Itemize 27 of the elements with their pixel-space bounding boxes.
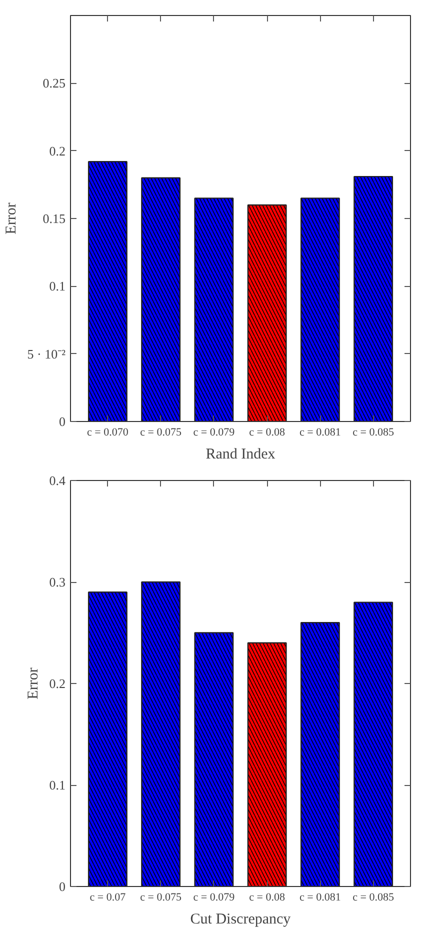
x-axis-title: Rand Index [206,446,276,462]
x-tick-label: c = 0.075 [140,426,182,438]
x-tick-label: c = 0.085 [352,892,394,904]
x-tick-label: c = 0.079 [193,426,236,438]
x-tick-label: c = 0.08 [249,892,286,904]
y-tick-label: 0.2 [49,676,66,691]
y-tick-label: 0.4 [49,473,66,488]
y-axis-title: Error [3,202,20,234]
y-tick-label: 0.2 [49,143,66,158]
x-axis-title: Cut Discrepancy [190,912,292,928]
x-tick-label: c = 0.075 [140,892,182,904]
y-axis-title: Error [25,668,42,700]
x-tick-label: c = 0.07 [90,892,126,904]
y-tick-label: 0 [59,414,66,429]
y-tick-label: 0.1 [49,778,66,792]
y-tick-label: 5 · 10⁻² [27,346,66,362]
y-tick-label: 0.25 [42,76,66,91]
y-tick-label: 0.3 [49,574,66,590]
x-tick-label: c = 0.08 [249,426,286,438]
x-tick-label: c = 0.081 [300,892,341,904]
y-tick-label: 0.1 [49,278,66,294]
y-tick-label: 0 [59,879,66,894]
x-tick-label: c = 0.081 [300,426,341,438]
x-tick-label: c = 0.070 [87,426,129,438]
y-tick-label: 0.15 [42,211,66,226]
x-tick-label: c = 0.079 [193,892,236,904]
x-tick-label: c = 0.085 [352,426,394,438]
